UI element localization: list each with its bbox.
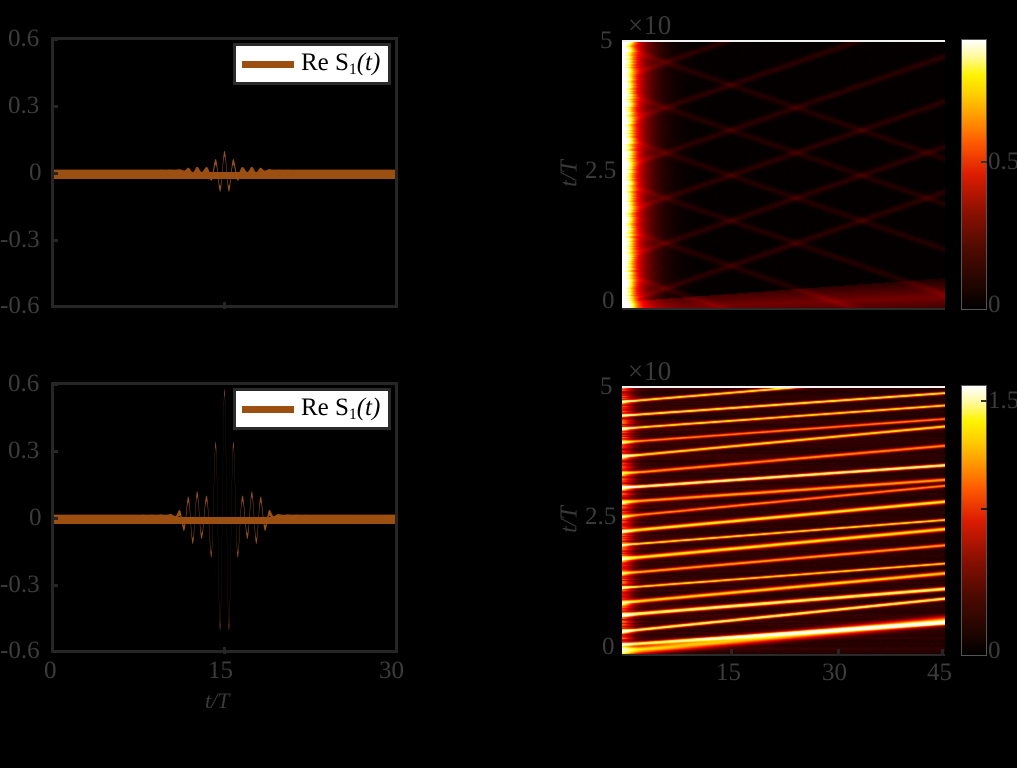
exponent-label-top-right: ×10 (628, 10, 672, 40)
ytick-mark (51, 650, 58, 653)
ytick-label-bottom-left-3: -0.3 (0, 571, 40, 598)
ytick-label-top-left-3: -0.3 (0, 226, 40, 253)
ytick-label-top-left-2: 0 (29, 159, 42, 186)
legend-line-swatch (242, 405, 294, 413)
panel-top-right-heatmap (622, 42, 945, 308)
ytick-mark (51, 383, 58, 386)
colorbar-tick (981, 400, 987, 402)
xtick-mark (223, 647, 226, 654)
ytick-label-bottom-right-0: 5 (600, 373, 613, 400)
legend-label-sub: 1 (348, 406, 357, 424)
zero-baseline-bottom-left (54, 517, 395, 524)
xtick-mark (941, 649, 944, 656)
ytick-label-top-left-1: 0.3 (8, 92, 40, 119)
colorbar-gradient (962, 386, 986, 655)
colorbar-gradient (962, 40, 986, 309)
legend-label-tail: (t) (356, 49, 381, 77)
ytick-mark (51, 305, 58, 308)
colorbar-label-bottom-right-1: 0 (988, 637, 1001, 664)
heatmap-bottom-axis (622, 308, 945, 310)
ytick-mark (51, 450, 58, 453)
colorbar-tick (981, 161, 987, 163)
xtick-label-bottom-right-2: 45 (927, 659, 952, 686)
ytick-label-top-right-2: 0 (602, 287, 615, 314)
ytick-label-top-left-0: 0.6 (8, 25, 40, 52)
xtick-mark (223, 302, 226, 309)
ytick-label-bottom-left-0: 0.6 (8, 370, 40, 397)
ytick-mark (51, 172, 58, 175)
xaxis-label-bottom-left: t/T (205, 688, 230, 713)
ytick-label-bottom-right-2: 0 (602, 633, 615, 660)
colorbar-bottom-right (961, 385, 987, 656)
waveform-top-left (54, 150, 395, 192)
colorbar-label-bottom-right-0: 1.5 (988, 387, 1017, 414)
xtick-label-bottom-right-1: 30 (822, 659, 847, 686)
xtick-label-bottom-left-2: 30 (379, 657, 404, 684)
heatmap-top-border (622, 386, 945, 388)
ytick-label-bottom-left-2: 0 (29, 504, 42, 531)
panel-bottom-left-lineplot (51, 382, 398, 653)
legend-label-top-left: Re S1(t) (301, 50, 380, 77)
colorbar-label-top-right-1: 0 (988, 291, 1001, 318)
heatmap-canvas-bottom-right (622, 388, 945, 654)
zero-baseline-top-left (54, 172, 395, 179)
exponent-label-bottom-right: ×10 (628, 356, 672, 386)
ytick-label-bottom-right-1: 2.5 (585, 503, 617, 530)
legend-label-tail: (t) (356, 394, 381, 422)
ytick-mark (51, 105, 58, 108)
ytick-label-bottom-left-1: 0.3 (8, 437, 40, 464)
legend-top-left: Re S1(t) (233, 43, 391, 85)
ytick-mark (51, 517, 58, 520)
panel-bottom-right-heatmap (622, 388, 945, 654)
ytick-label-top-right-0: 5 (600, 27, 613, 54)
legend-label-sub: 1 (348, 61, 357, 79)
colorbar-tick (981, 508, 987, 510)
xtick-label-bottom-left-0: 0 (44, 657, 57, 684)
ytick-label-bottom-left-4: -0.6 (0, 637, 40, 664)
heatmap-bottom-axis (622, 654, 945, 656)
legend-line-swatch (242, 60, 294, 68)
ytick-label-top-right-1: 2.5 (585, 157, 617, 184)
legend-bottom-left: Re S1(t) (233, 388, 391, 430)
ytick-label-top-left-4: -0.6 (0, 292, 40, 319)
legend-label-main: Re S (301, 394, 349, 422)
xtick-label-bottom-left-1: 15 (208, 657, 233, 684)
xtick-mark (730, 649, 733, 656)
colorbar-top-right (961, 39, 987, 310)
yaxis-label-top-right: t/T (556, 160, 583, 187)
colorbar-label-top-right-0: 0.5 (988, 148, 1017, 175)
ytick-mark (51, 584, 58, 587)
legend-label-bottom-left: Re S1(t) (301, 395, 380, 422)
xtick-mark (837, 649, 840, 656)
heatmap-top-border (622, 40, 945, 42)
legend-label-main: Re S (301, 49, 349, 77)
xtick-label-bottom-right-0: 15 (716, 659, 741, 686)
ytick-mark (51, 239, 58, 242)
heatmap-canvas-top-right (622, 42, 945, 308)
ytick-mark (51, 38, 58, 41)
yaxis-label-bottom-right: t/T (556, 506, 583, 533)
